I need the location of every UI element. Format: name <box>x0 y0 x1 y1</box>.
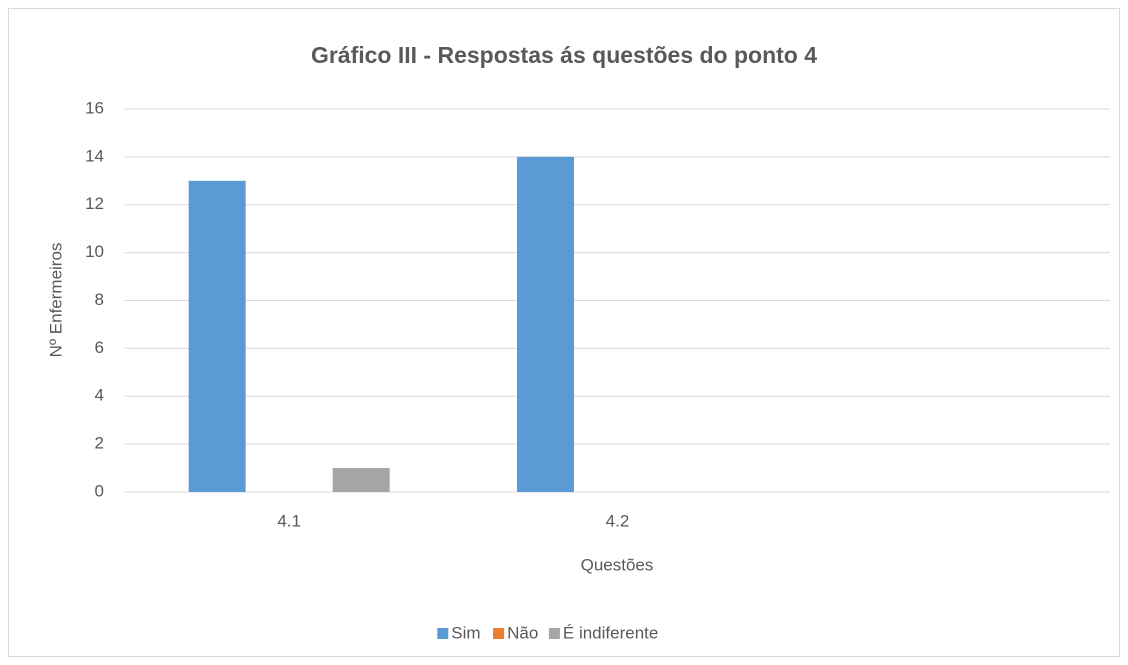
y-tick-label: 12 <box>85 194 104 213</box>
y-tick-label: 6 <box>95 338 104 357</box>
bar <box>332 468 390 492</box>
y-tick-label: 8 <box>95 290 104 309</box>
legend-label: Não <box>507 623 538 642</box>
x-tick-label: 4.2 <box>606 511 630 530</box>
x-axis-label: Questões <box>581 555 654 574</box>
y-tick-label: 4 <box>95 386 104 405</box>
y-tick-label: 0 <box>95 481 104 500</box>
legend-swatch <box>437 628 449 639</box>
y-tick-label: 2 <box>95 434 104 453</box>
legend-label: É indiferente <box>563 623 658 642</box>
y-tick-label: 10 <box>85 242 104 261</box>
bar <box>517 156 574 492</box>
legend-swatch <box>493 628 505 639</box>
y-tick-label: 14 <box>85 146 104 165</box>
chart-title: Gráfico III - Respostas ás questões do p… <box>311 42 817 68</box>
x-tick-label: 4.1 <box>277 511 301 530</box>
y-axis-label: Nº Enfermeiros <box>46 243 65 358</box>
bar <box>188 180 246 492</box>
legend-swatch <box>548 628 560 639</box>
y-tick-label: 16 <box>85 98 104 117</box>
legend-label: Sim <box>451 623 480 642</box>
